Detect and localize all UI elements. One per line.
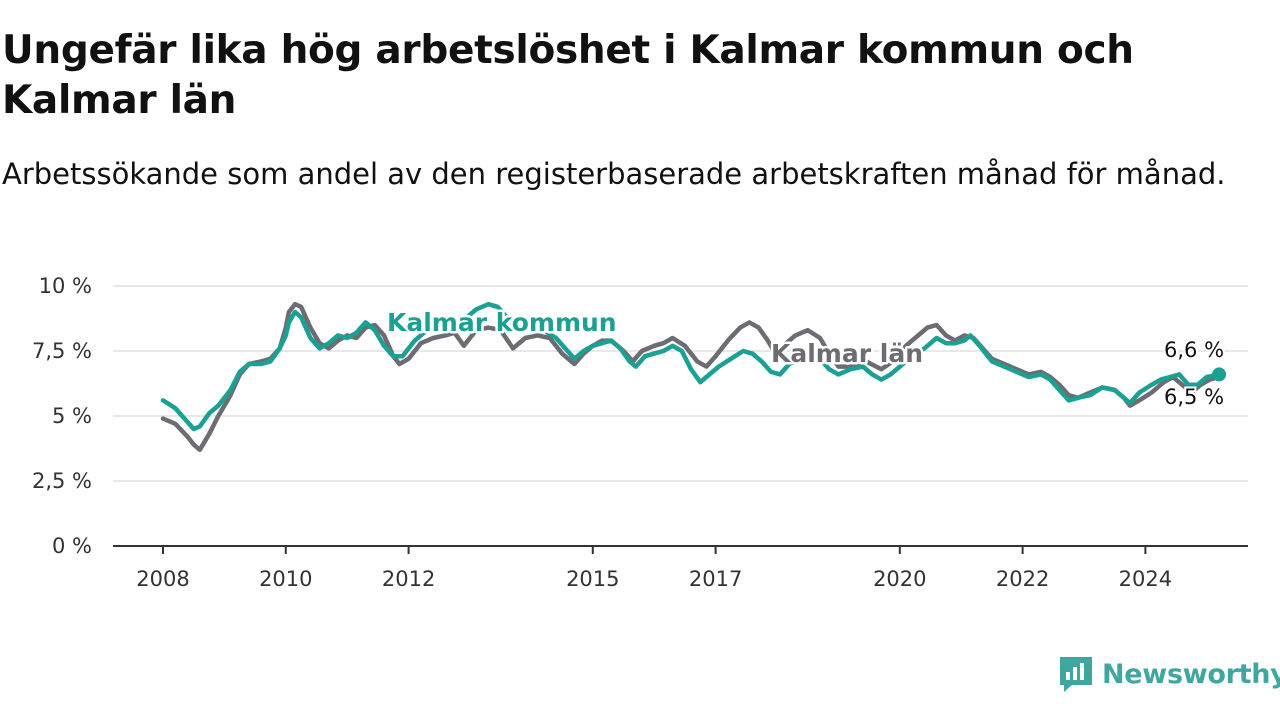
- brand-name: Newsworthy: [1102, 658, 1280, 690]
- bar-chart-speech-bubble-icon: [1060, 657, 1092, 692]
- y-tick-label: 2,5 %: [32, 469, 92, 493]
- series-label-kalmar-lan: Kalmar län: [771, 339, 923, 368]
- x-tick-label: 2017: [689, 567, 742, 591]
- x-tick-label: 2022: [996, 567, 1049, 591]
- y-tick-label: 10 %: [39, 274, 92, 298]
- x-tick-label: 2024: [1119, 567, 1172, 591]
- series-line-kalmar-lan: [160, 301, 1222, 453]
- series-label-kalmar-kommun: Kalmar kommun: [387, 308, 617, 337]
- line-chart: 0 % 2,5 % 5 % 7,5 % 10 % 2008 2010 2012 2015 2017…: [32, 274, 1248, 591]
- x-tick-label: 2015: [566, 567, 619, 591]
- y-tick-label: 5 %: [52, 404, 92, 428]
- end-value-label-kalmar-kommun: 6,6 %: [1164, 338, 1224, 362]
- axes: 0 % 2,5 % 5 % 7,5 % 10 % 2008 2010 2012 2015 2017…: [32, 274, 1248, 591]
- x-tick-label: 2008: [136, 567, 189, 591]
- y-tick-label: 7,5 %: [32, 339, 92, 363]
- chart-subtitle: Arbetssökande som andel av den registerb…: [2, 157, 1226, 191]
- end-marker-kalmar-kommun: [1212, 367, 1227, 382]
- x-tick-label: 2020: [873, 567, 926, 591]
- chart-title: Ungefär lika hög arbetslöshet i Kalmar k…: [2, 28, 1134, 123]
- labels: Kalmar kommun Kalmar län 6,6 % 6,5 %: [385, 306, 1227, 412]
- x-tick-label: 2010: [259, 567, 312, 591]
- series-line-kalmar-kommun: [160, 301, 1222, 432]
- x-tick-label: 2012: [382, 567, 435, 591]
- series: [160, 301, 1227, 453]
- newsworthy-logo: Newsworthy: [1058, 654, 1280, 694]
- y-tick-label: 0 %: [52, 534, 92, 558]
- end-value-label-kalmar-lan: 6,5 %: [1164, 385, 1224, 409]
- grid: [113, 285, 1248, 482]
